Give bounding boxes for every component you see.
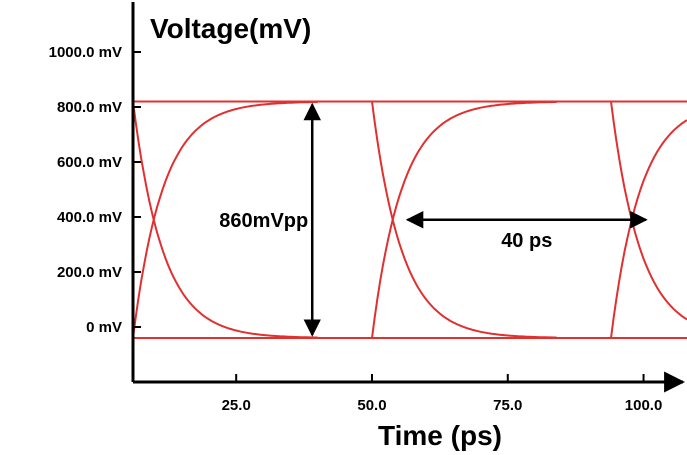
y-tick-label: 200.0 mV: [57, 264, 122, 281]
y-tick-label: 0 mV: [86, 319, 122, 336]
eye-falling-edge-3: [610, 101, 687, 321]
chart-title: Voltage(mV): [150, 13, 311, 44]
period-label: 40 ps: [501, 230, 552, 252]
eye-falling-edge-2: [371, 101, 557, 339]
eye-falling-edge-1: [132, 101, 318, 339]
eye-rising-edge-1: [132, 101, 318, 339]
axes: 0 mV 200.0 mV 400.0 mV 600.0 mV 800.0 mV 1000…: [49, 2, 686, 414]
y-tick-label: 800.0 mV: [57, 99, 122, 116]
x-tick-label: 100.0: [625, 397, 663, 414]
y-tick-label: 600.0 mV: [57, 154, 122, 171]
x-axis-label: Time (ps): [378, 420, 502, 451]
x-tick-label: 50.0: [357, 397, 386, 414]
annotations: 860mVpp 40 ps: [219, 102, 648, 337]
x-tick-label: 25.0: [222, 397, 251, 414]
eye-rising-edge-3: [610, 119, 687, 339]
eye-rising-edge-2: [371, 101, 557, 339]
amplitude-label: 860mVpp: [219, 210, 308, 232]
x-tick-label: 75.0: [493, 397, 522, 414]
y-tick-label: 1000.0 mV: [49, 44, 122, 61]
y-tick-label: 400.0 mV: [57, 209, 122, 226]
eye-traces: [132, 100, 687, 339]
